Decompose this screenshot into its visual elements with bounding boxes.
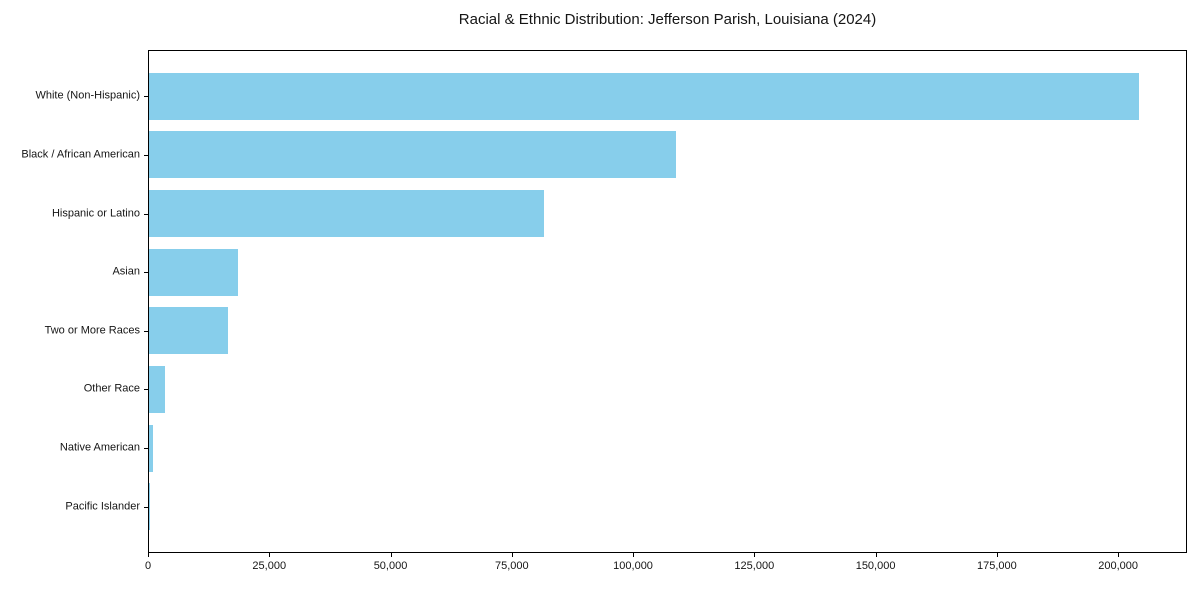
x-axis-tick-label: 0 <box>144 560 152 572</box>
y-tick-mark <box>144 214 148 215</box>
y-tick-mark <box>144 389 148 390</box>
y-axis-label: White (Non-Hispanic) <box>35 89 140 102</box>
x-tick-mark <box>269 553 270 557</box>
bar-black-african-american <box>149 131 676 179</box>
y-tick-mark <box>144 507 148 508</box>
bar-other-race <box>149 365 165 413</box>
y-tick-mark <box>144 331 148 332</box>
x-tick-mark <box>754 553 755 557</box>
x-axis-tick-label: 125,000 <box>734 560 775 572</box>
y-axis-label: Black / African American <box>21 148 140 161</box>
bar-hispanic-or-latino <box>149 190 544 237</box>
y-axis-label: Other Race <box>83 382 140 395</box>
x-tick-mark <box>391 553 392 557</box>
y-axis-label: Pacific Islander <box>65 500 140 513</box>
y-axis-label: Two or More Races <box>44 324 140 337</box>
x-tick-mark <box>876 553 877 557</box>
x-tick-mark <box>633 553 634 557</box>
x-tick-mark <box>148 553 149 557</box>
bar-native-american <box>149 424 153 472</box>
x-tick-mark <box>512 553 513 557</box>
y-tick-mark <box>144 96 148 97</box>
x-axis-tick-label: 25,000 <box>252 560 287 572</box>
x-axis-tick-label: 75,000 <box>494 560 529 572</box>
y-axis-label: Native American <box>59 441 140 454</box>
y-axis-label: Hispanic or Latino <box>51 207 140 220</box>
x-axis-tick-label: 100,000 <box>613 560 653 572</box>
x-tick-mark <box>997 553 998 557</box>
bar-white-non-hispanic <box>149 72 1139 120</box>
x-tick-mark <box>1118 553 1119 557</box>
x-axis-tick-label: 50,000 <box>373 560 408 572</box>
y-tick-mark <box>144 155 148 156</box>
plot-area <box>148 50 1187 553</box>
y-axis-label: Asian <box>112 265 140 278</box>
x-axis-tick-label: 150,000 <box>855 560 896 572</box>
y-tick-mark <box>144 448 148 449</box>
y-tick-mark <box>144 272 148 273</box>
bar-asian <box>149 248 238 296</box>
chart-title: Racial & Ethnic Distribution: Jefferson … <box>458 11 877 28</box>
bar-two-or-more-races <box>149 307 229 355</box>
x-axis-tick-label: 200,000 <box>1098 560 1138 572</box>
x-axis-tick-label: 175,000 <box>976 560 1017 572</box>
